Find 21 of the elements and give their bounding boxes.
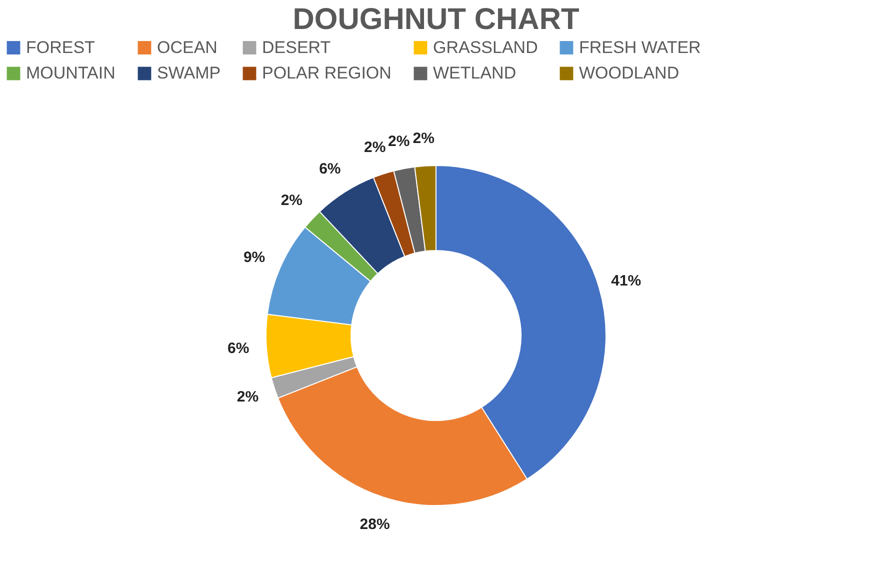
data-label: 2% <box>364 139 386 156</box>
legend-label: DESERT <box>262 38 331 57</box>
data-label: 2% <box>280 192 303 209</box>
legend-label: FOREST <box>26 38 95 57</box>
data-label: 2% <box>236 388 259 406</box>
legend-label: GRASSLAND <box>433 38 538 57</box>
data-label: 6% <box>228 340 250 357</box>
legend-label: FRESH WATER <box>579 38 701 57</box>
data-label: 2% <box>388 133 410 150</box>
data-label: 9% <box>243 248 266 266</box>
legend-label: OCEAN <box>157 38 218 57</box>
data-label: 41% <box>611 272 642 290</box>
legend-label: WETLAND <box>433 64 516 82</box>
data-label: 28% <box>360 516 390 533</box>
chart-title: DOUGHNUT CHART <box>292 3 580 36</box>
legend-label: MOUNTAIN <box>26 64 116 82</box>
legend-label: SWAMP <box>157 64 221 82</box>
legend-label: WOODLAND <box>579 64 680 82</box>
legend-label: POLAR REGION <box>262 64 392 82</box>
data-label: 2% <box>412 130 434 147</box>
data-label: 6% <box>319 160 341 178</box>
